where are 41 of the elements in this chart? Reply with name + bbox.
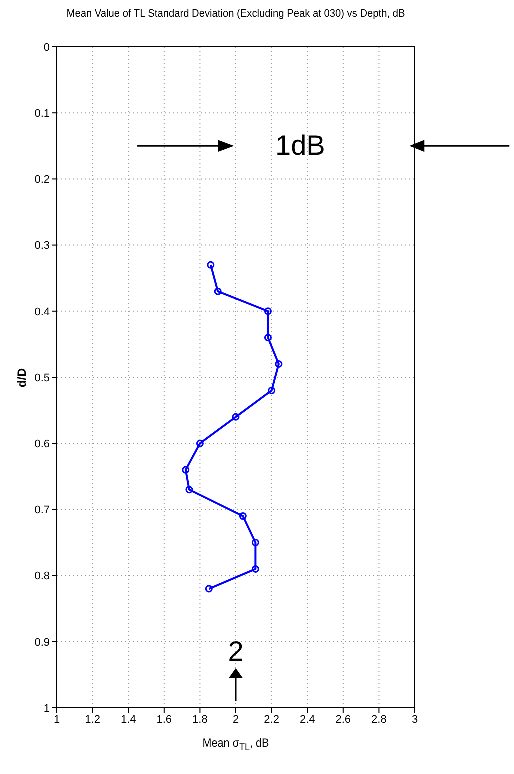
x-tick-label: 2 [232, 714, 240, 726]
x-tick-label: 1.8 [192, 714, 208, 726]
y-tick-label: 0.5 [34, 372, 50, 384]
y-tick-label: 0.1 [34, 108, 50, 120]
point [182, 466, 190, 474]
x-tick-label: 1.2 [85, 714, 100, 726]
point [264, 308, 272, 316]
y-tick-label: 1 [44, 702, 50, 715]
point [239, 512, 247, 520]
point [268, 386, 276, 394]
annotation: 1dB [276, 130, 326, 162]
x-tick-label: 1.6 [156, 714, 172, 726]
point [264, 334, 272, 342]
y-tick-label: 0.7 [34, 504, 50, 517]
y-tick-label: 0.3 [34, 240, 50, 252]
point [196, 440, 204, 448]
x-tick-label: 3 [412, 714, 418, 726]
point [232, 413, 240, 421]
y-tick-label: 0.9 [34, 636, 50, 649]
annotation: 2 [228, 636, 244, 668]
point [186, 486, 194, 494]
point [252, 565, 260, 573]
point [252, 539, 260, 546]
x-tick-label: 2.6 [336, 714, 352, 726]
y-tick-label: 0 [44, 42, 50, 54]
point [207, 261, 215, 269]
x-tick-label: 2.4 [300, 714, 316, 726]
point [275, 360, 283, 368]
x-tick-label: 2.8 [372, 714, 387, 726]
y-tick-label: 0.6 [34, 438, 50, 451]
x-tick-label: 1 [54, 714, 60, 726]
y-axis-title: d/D [15, 368, 29, 388]
y-tick-label: 0.8 [34, 570, 50, 583]
x-tick-label: 1.4 [120, 714, 136, 726]
point [205, 585, 213, 593]
chart-title: Mean Value of TL Standard Deviation (Excluding Peak at 030) vs Depth, dB [66, 8, 406, 20]
y-tick-label: 0.4 [34, 306, 50, 318]
point [214, 288, 222, 296]
x-tick-label: 2.2 [264, 714, 280, 726]
y-tick-label: 0.2 [34, 174, 50, 186]
x-axis-title: Mean σ$_{TL}$, dB [202, 736, 270, 754]
